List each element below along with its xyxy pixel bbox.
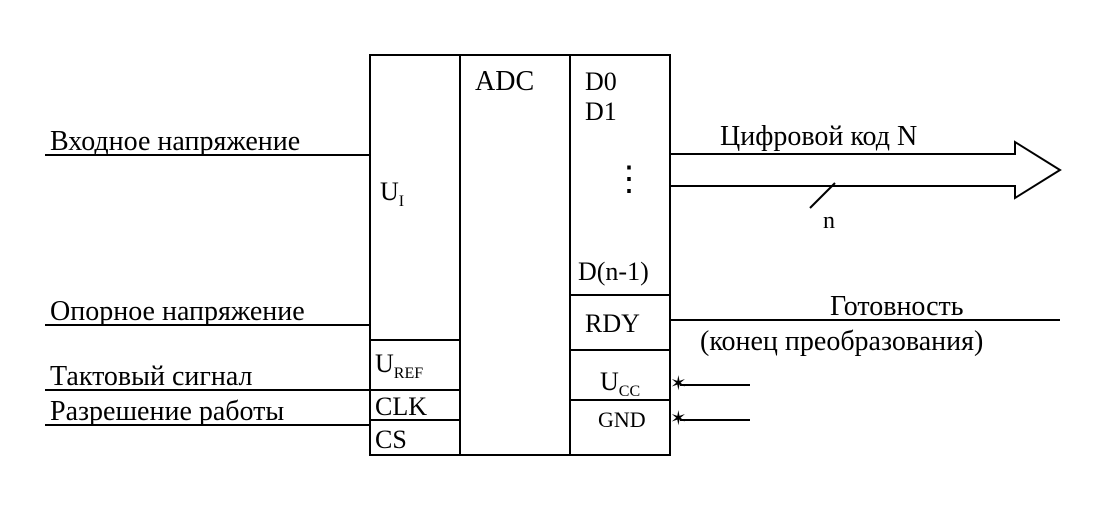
pin-ucc: UCC [600,367,640,400]
svg-text:(конец преобразования): (конец преобразования) [700,326,983,357]
svg-text:Опорное напряжение: Опорное напряжение [50,296,305,327]
left-signal-vref: Опорное напряжение [45,296,370,327]
adc-block-diagram: ADC UI UREF CLK CS D0 D1 ⋮ D(n-1) RDY UC… [0,0,1100,517]
pin-clk: CLK [375,392,427,421]
ucc-star-icon: ✶ [670,373,687,395]
block-title: ADC [475,66,534,97]
right-signal-gnd: ✶ [670,408,750,430]
pin-d1: D1 [585,97,617,126]
left-signal-vin: Входное напряжение [45,126,370,157]
svg-text:Разрешение работы: Разрешение работы [50,396,284,427]
pin-ddots: ⋮ [612,161,646,198]
svg-text:Готовность: Готовность [830,291,964,322]
pin-rdy: RDY [585,309,640,338]
pin-gnd: GND [598,407,646,432]
svg-text:Тактовый сигнал: Тактовый сигнал [50,361,253,392]
svg-text:Цифровой код N: Цифровой код N [720,121,917,152]
pin-cs: CS [375,425,407,454]
right-signal-code: Цифровой код N n [670,121,1060,234]
left-signal-clk: Тактовый сигнал [45,361,370,392]
svg-text:Входное напряжение: Входное напряжение [50,126,300,157]
pin-dn1: D(n-1) [578,257,649,286]
svg-text:n: n [823,208,835,234]
gnd-star-icon: ✶ [670,408,687,430]
pin-uref: UREF [375,349,423,382]
pin-d0: D0 [585,67,617,96]
pin-u1: UI [380,177,404,210]
right-signal-ucc: ✶ [670,373,750,395]
left-signal-cs: Разрешение работы [45,396,370,427]
right-signal-rdy: Готовность (конец преобразования) [670,291,1060,357]
